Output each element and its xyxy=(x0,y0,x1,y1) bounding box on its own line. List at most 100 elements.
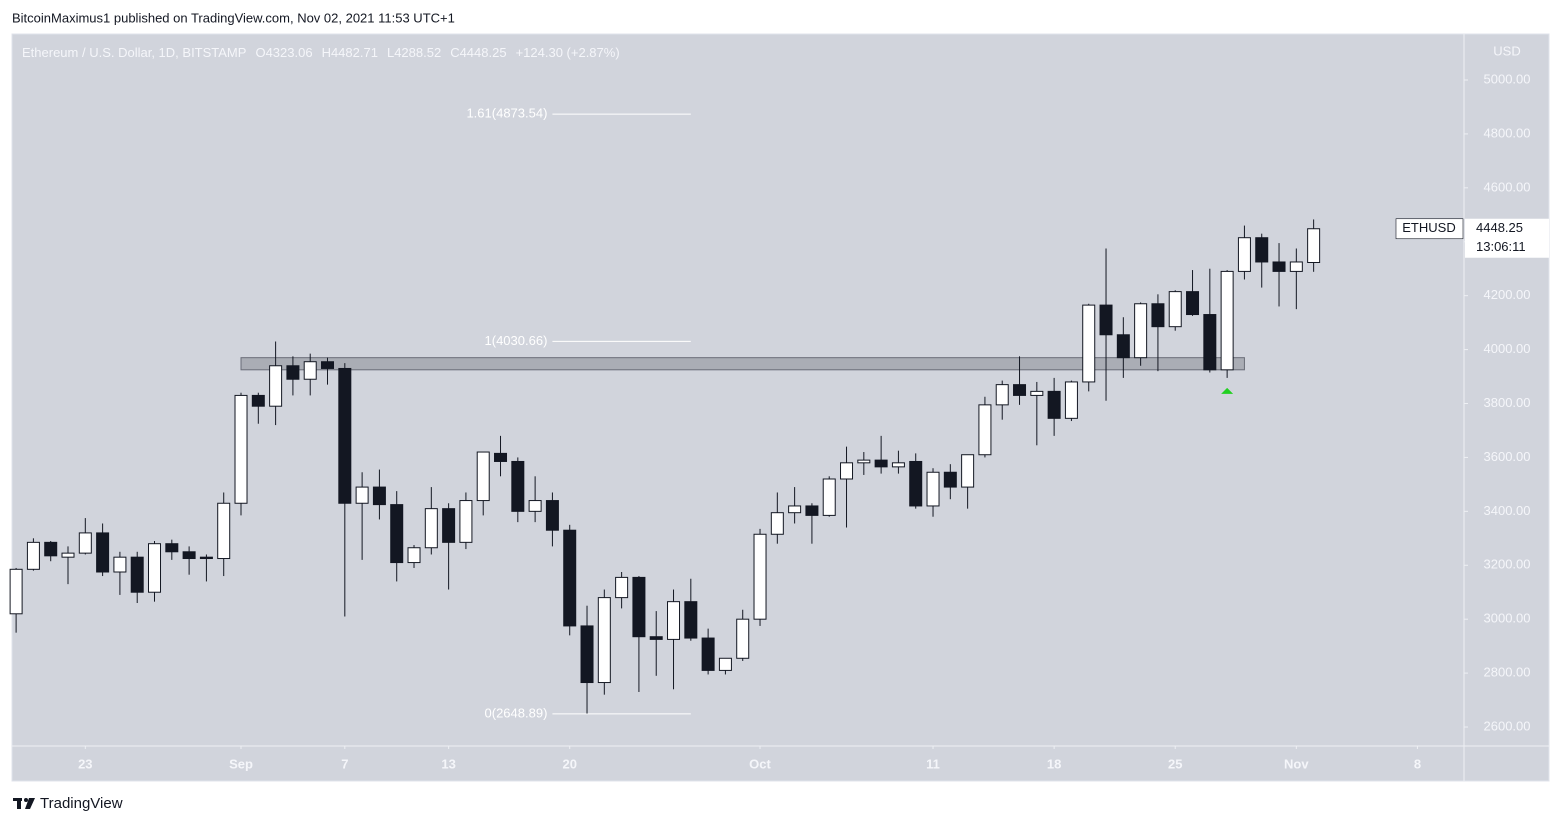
candle-body xyxy=(442,508,456,543)
currency-label: USD xyxy=(1493,43,1520,58)
x-tick-label: 23 xyxy=(78,756,92,771)
brand-name: TradingView xyxy=(40,795,123,812)
ohlc-letter: O xyxy=(255,45,266,60)
fib-label: 1.61(4873.54) xyxy=(466,106,547,121)
ohlc-letter: C xyxy=(450,45,460,60)
x-tick-label: 20 xyxy=(562,756,576,771)
candle-body xyxy=(718,657,732,671)
candle-body xyxy=(338,367,352,504)
candle-body xyxy=(788,505,802,514)
candle-body xyxy=(355,486,369,504)
candle-body xyxy=(459,500,473,543)
candle-body xyxy=(1237,237,1251,272)
price-tag-label: 4448.25 xyxy=(1476,220,1523,235)
candle-body xyxy=(130,556,144,593)
ohlc-letter: H xyxy=(321,45,331,60)
candle-body xyxy=(407,547,421,564)
candle-body xyxy=(1082,304,1096,383)
x-tick-label: 13 xyxy=(441,756,455,771)
support-zone xyxy=(240,357,1245,371)
candle-body xyxy=(1047,390,1061,419)
candle-body xyxy=(840,462,854,480)
x-tick-label: 7 xyxy=(341,756,348,771)
candle-body xyxy=(597,597,611,684)
candle-body xyxy=(995,384,1009,406)
y-tick-label: 4800.00 xyxy=(1484,125,1531,140)
ohlc-letter: L xyxy=(386,45,395,60)
y-tick-label: 3000.00 xyxy=(1484,611,1531,626)
candle-body xyxy=(615,576,629,599)
candle-body xyxy=(1099,304,1113,336)
candle-body xyxy=(234,394,248,504)
candle-body xyxy=(390,504,404,564)
symbol-tag xyxy=(1395,218,1464,240)
y-tick-label: 4000.00 xyxy=(1484,341,1531,356)
symbol-tag-label: ETHUSD xyxy=(1402,220,1455,235)
candle-body xyxy=(805,505,819,516)
candle-body xyxy=(494,452,508,462)
candle-body xyxy=(1151,303,1165,328)
symbol-legend: Ethereum / U.S. Dollar, 1D, BITSTAMP O 43… xyxy=(22,45,620,60)
candle-body xyxy=(701,637,715,671)
change-label: +124.30 (+2.87%) xyxy=(515,45,620,60)
y-tick-label: 3200.00 xyxy=(1484,557,1531,572)
y-tick-label: 2800.00 xyxy=(1484,665,1531,680)
candle-body xyxy=(1013,384,1027,396)
candle-body xyxy=(874,459,888,468)
candle-body xyxy=(1186,291,1200,316)
candle-body xyxy=(961,454,975,488)
candle-body xyxy=(26,541,40,570)
candle-body xyxy=(78,532,92,554)
y-tick-label: 2600.00 xyxy=(1484,718,1531,733)
candle-body xyxy=(113,556,127,573)
y-tick-label: 4600.00 xyxy=(1484,179,1531,194)
y-tick-label: 3600.00 xyxy=(1484,449,1531,464)
candle-body xyxy=(372,486,386,506)
candle-body xyxy=(9,568,23,615)
candle-body xyxy=(978,404,992,456)
candle-body xyxy=(545,500,559,531)
publish-info: BitcoinMaximus1 published on TradingView… xyxy=(12,10,455,25)
candle-body xyxy=(61,552,75,558)
candle-body xyxy=(1168,291,1182,328)
candle-body xyxy=(303,361,317,380)
candle-body xyxy=(148,543,162,593)
ohlc-value: 4288.52 xyxy=(394,45,442,60)
candle-body xyxy=(753,533,767,620)
ohlc-value: 4482.71 xyxy=(330,45,378,60)
candle-body xyxy=(580,625,594,684)
candle-body xyxy=(165,543,179,553)
candle-body xyxy=(563,529,577,627)
candle-body xyxy=(1255,237,1269,263)
candle-body xyxy=(943,471,957,488)
candle-body xyxy=(684,601,698,639)
x-tick-label: 8 xyxy=(1414,756,1421,771)
candle-body xyxy=(1272,261,1286,272)
candle-body xyxy=(926,471,940,507)
fib-label: 1(4030.66) xyxy=(485,333,548,348)
candle-body xyxy=(217,502,231,560)
candle-body xyxy=(1307,228,1321,263)
candle-body xyxy=(649,636,663,640)
ohlc-value: 4448.25 xyxy=(459,45,507,60)
candle-body xyxy=(822,478,836,516)
candle-body xyxy=(476,451,490,502)
countdown-label: 13:06:11 xyxy=(1476,239,1526,254)
candle-body xyxy=(1030,390,1044,396)
candle-body xyxy=(1064,381,1078,419)
candle-body xyxy=(1203,314,1217,371)
candle-body xyxy=(1289,261,1303,272)
candle-body xyxy=(286,365,300,380)
y-tick-label: 3800.00 xyxy=(1484,395,1531,410)
candle-body xyxy=(667,601,681,640)
candle-body xyxy=(269,365,283,407)
candle-body xyxy=(1116,334,1130,359)
ohlc-value: 4323.06 xyxy=(265,45,313,60)
candle-body xyxy=(1134,303,1148,359)
x-tick-label: 11 xyxy=(926,756,940,771)
candle-body xyxy=(770,512,784,535)
chart-background xyxy=(11,33,1550,782)
candle-body xyxy=(891,462,905,468)
price-tag xyxy=(1465,218,1549,258)
